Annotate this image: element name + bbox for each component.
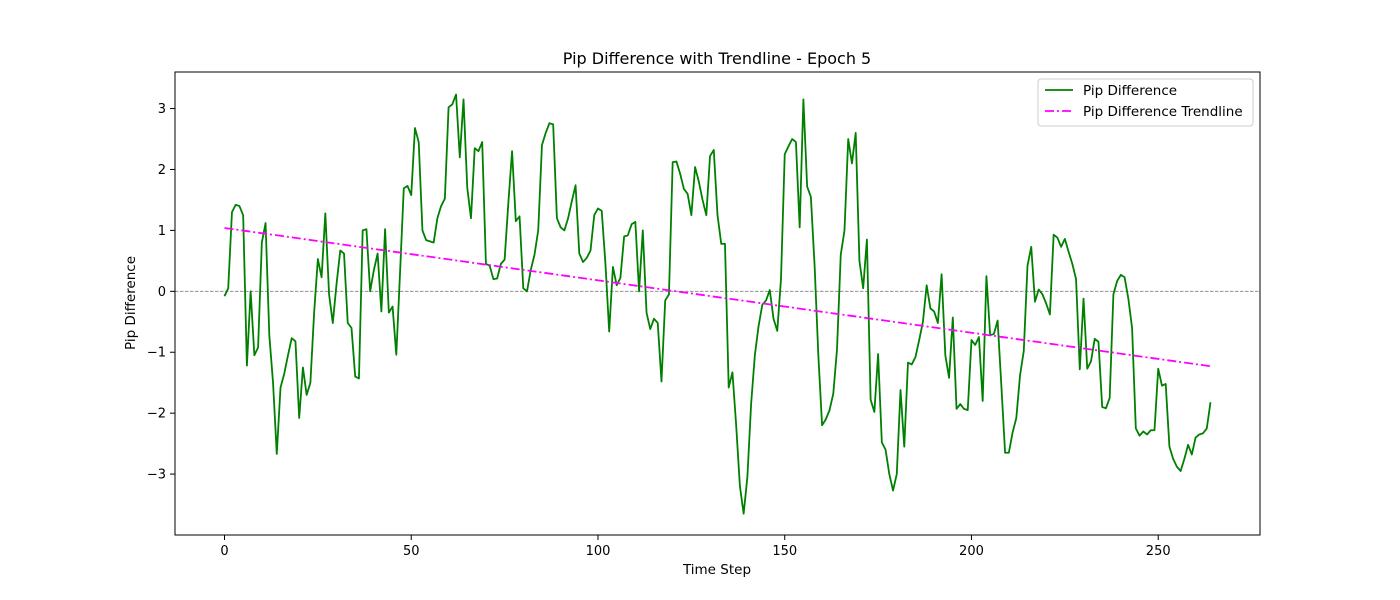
y-tick-label: 0 <box>158 285 166 300</box>
legend: Pip Difference Pip Difference Trendline <box>1037 78 1254 127</box>
x-tick-label: 250 <box>1146 544 1171 559</box>
y-tick-label: −3 <box>147 468 166 483</box>
x-tick-label: 200 <box>959 544 984 559</box>
x-tick-label: 150 <box>772 544 797 559</box>
y-tick-label: 1 <box>158 224 166 239</box>
x-tick-label: 50 <box>403 544 420 559</box>
x-axis-label: Time Step <box>682 562 751 578</box>
plot-area: 0 50 100 150 200 250 −3 −2 −1 0 1 2 3 <box>147 71 1261 559</box>
axes-frame <box>174 71 1261 536</box>
chart-title: Pip Difference with Trendline - Epoch 5 <box>563 49 871 68</box>
pip-difference-trendline <box>224 227 1211 368</box>
legend-label: Pip Difference Trendline <box>1083 104 1243 120</box>
x-tick-label: 100 <box>586 544 611 559</box>
y-tick-label: 3 <box>158 102 166 117</box>
pip-difference-line <box>223 93 1212 515</box>
legend-label: Pip Difference <box>1083 83 1177 99</box>
legend-box <box>1037 78 1254 127</box>
y-axis-label: Pip Difference <box>123 256 139 350</box>
y-tick-label: −1 <box>147 346 166 361</box>
y-tick-label: −2 <box>147 407 166 422</box>
x-tick-label: 0 <box>220 544 228 559</box>
y-tick-label: 2 <box>158 163 166 178</box>
